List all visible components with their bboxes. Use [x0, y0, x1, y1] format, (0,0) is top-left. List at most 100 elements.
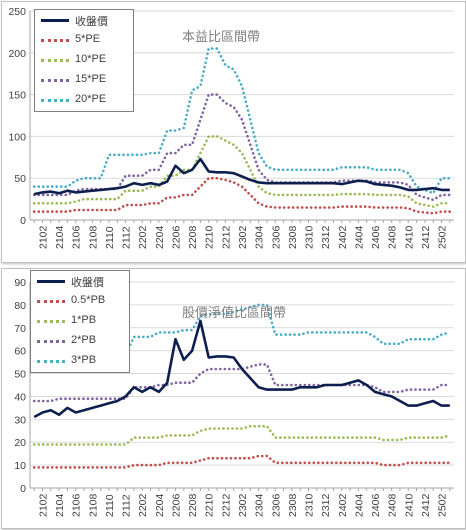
y-tick-label: 90	[14, 277, 26, 289]
y-tick-label: 20	[14, 437, 26, 449]
y-tick-label: 0	[20, 483, 26, 495]
series-line	[33, 319, 450, 419]
y-tick-label: 50	[14, 173, 26, 185]
legend-label: 0.5*PB	[71, 294, 106, 306]
y-tick-label: 250	[8, 6, 26, 18]
x-tick-label: 2110	[104, 494, 116, 517]
chart-legend: 收盤價 0.5*PB 1*PB 2*PB 3*PB	[30, 270, 130, 373]
x-tick-label: 2212	[220, 493, 232, 517]
x-tick-label: 2302	[237, 225, 249, 249]
x-tick-label: 2310	[304, 225, 316, 249]
y-tick-label: 30	[14, 414, 26, 426]
x-tick-label: 2112	[121, 494, 133, 517]
x-tick-label: 2102	[37, 493, 49, 517]
x-tick-label: 2210	[204, 493, 216, 517]
x-tick-label: 2312	[320, 493, 332, 517]
chart-legend: 收盤價 5*PE 10*PE 15*PE 20*PE	[34, 9, 134, 112]
x-tick-label: 2408	[387, 493, 399, 517]
series-line	[32, 135, 452, 208]
legend-label: 10*PE	[75, 53, 107, 65]
x-tick-label: 2202	[137, 493, 149, 517]
legend-swatch	[37, 300, 65, 303]
x-tick-label: 2406	[370, 493, 382, 517]
legend-label: 1*PB	[71, 314, 97, 326]
legend-swatch	[37, 280, 65, 283]
x-tick-label: 2402	[337, 493, 349, 517]
x-tick-label: 2308	[287, 225, 299, 249]
x-tick-label: 2308	[287, 493, 299, 517]
x-tick-label: 2502	[437, 225, 449, 249]
legend-item: 收盤價	[35, 10, 133, 30]
series-line	[32, 424, 452, 446]
chart-title: 本益比區間帶	[182, 30, 261, 45]
x-tick-label: 2502	[437, 493, 449, 517]
series-line	[32, 93, 452, 202]
pe-band-chart-panel: 0 50 100 150 200 250 2102 2104 2106 2108 2110 2112 2…	[1, 1, 466, 263]
legend-item: 1*PB	[31, 311, 129, 331]
x-tick-label: 2312	[320, 225, 332, 249]
x-tick-label: 2206	[170, 493, 182, 517]
legend-swatch	[37, 360, 65, 363]
x-tick-label: 2110	[104, 226, 116, 249]
series-line	[32, 176, 452, 215]
x-tick-label: 2106	[71, 493, 83, 517]
legend-item: 收盤價	[31, 271, 129, 291]
x-tick-label: 2304	[254, 225, 266, 249]
y-tick-label: 80	[14, 300, 26, 312]
x-tick-label: 2408	[387, 225, 399, 249]
y-tick-label: 70	[14, 323, 26, 335]
x-tick-label: 2306	[270, 493, 282, 517]
legend-item: 10*PE	[35, 50, 133, 70]
legend-label: 收盤價	[75, 16, 108, 28]
y-tick-label: 50	[14, 369, 26, 381]
x-tick-label: 2108	[87, 225, 99, 249]
x-tick-label: 2202	[137, 225, 149, 249]
x-tick-label: 2404	[353, 225, 365, 249]
legend-item: 5*PE	[35, 30, 133, 50]
y-tick-label: 100	[8, 131, 26, 143]
y-tick-label: 60	[14, 346, 26, 358]
pb-band-chart-panel: 0 10 20 30 40 50 60 70 80 90 2102 2104 2106 2108 2110 2…	[1, 268, 466, 529]
x-tick-label: 2204	[154, 225, 166, 249]
legend-label: 3*PB	[71, 354, 97, 366]
series-line	[32, 454, 452, 469]
legend-label: 5*PE	[75, 33, 101, 45]
legend-swatch	[37, 340, 65, 343]
x-tick-label: 2104	[54, 493, 66, 517]
legend-item: 2*PB	[31, 331, 129, 351]
y-tick-label: 40	[14, 391, 26, 403]
legend-item: 3*PB	[31, 351, 129, 371]
legend-swatch	[41, 39, 69, 42]
legend-label: 20*PE	[75, 93, 107, 105]
legend-swatch	[37, 320, 65, 323]
x-tick-label: 2204	[154, 493, 166, 517]
x-tick-label: 2210	[204, 225, 216, 249]
x-tick-label: 2102	[37, 225, 49, 249]
x-tick-label: 2306	[270, 225, 282, 249]
x-tick-label: 2310	[304, 493, 316, 517]
legend-swatch	[41, 59, 69, 62]
x-tick-label: 2410	[403, 225, 415, 249]
x-tick-label: 2302	[237, 493, 249, 517]
legend-item: 15*PE	[35, 70, 133, 90]
x-tick-label: 2106	[71, 225, 83, 249]
x-tick-label: 2206	[170, 225, 182, 249]
legend-item: 20*PE	[35, 90, 133, 110]
legend-label: 2*PB	[71, 334, 97, 346]
x-tick-label: 2212	[220, 225, 232, 249]
x-tick-label: 2108	[87, 493, 99, 517]
x-tick-label: 2412	[420, 493, 432, 517]
chart-title: 股價淨值比區間帶	[182, 306, 287, 321]
x-tick-label: 2112	[121, 226, 133, 249]
x-tick-label: 2410	[403, 493, 415, 517]
y-tick-label: 0	[20, 215, 26, 227]
y-tick-label: 150	[8, 90, 26, 102]
legend-swatch	[41, 79, 69, 82]
x-tick-label: 2208	[187, 225, 199, 249]
x-tick-label: 2412	[420, 225, 432, 249]
legend-item: 0.5*PB	[31, 291, 129, 311]
legend-label: 15*PE	[75, 73, 107, 85]
series-line	[32, 47, 452, 195]
x-tick-label: 2104	[54, 225, 66, 249]
series-line	[32, 303, 452, 362]
